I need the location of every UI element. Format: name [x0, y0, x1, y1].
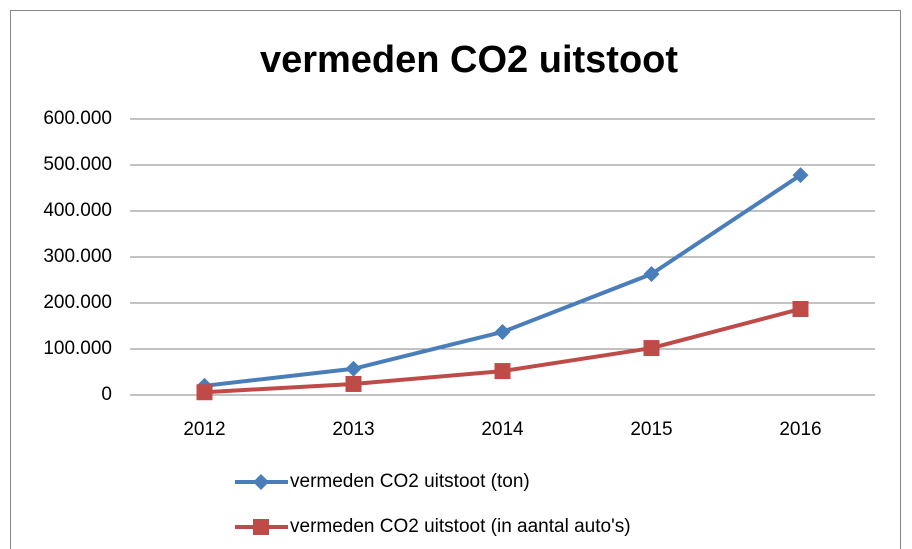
marker	[494, 323, 511, 340]
y-tick-label: 300.000	[43, 246, 112, 267]
x-tick-label: 2014	[481, 419, 524, 440]
marker	[643, 266, 660, 283]
x-tick-label: 2013	[332, 419, 374, 440]
legend-label: vermeden CO2 uitstoot (in aantal auto's)	[290, 516, 631, 537]
chart-frame	[10, 10, 901, 549]
y-tick-label: 100.000	[43, 338, 112, 359]
x-tick-label: 2015	[630, 419, 672, 440]
marker	[196, 384, 213, 401]
y-tick-label: 500.000	[43, 154, 112, 175]
y-tick-label: 400.000	[43, 200, 112, 221]
marker	[792, 300, 809, 317]
chart-title: vermeden CO2 uitstoot	[260, 39, 678, 81]
marker	[345, 360, 362, 377]
y-tick-label: 200.000	[43, 292, 112, 313]
legend-label: vermeden CO2 uitstoot (ton)	[290, 471, 530, 492]
legend-marker	[253, 519, 269, 535]
marker	[494, 363, 511, 380]
x-tick-label: 2012	[183, 419, 225, 440]
y-tick-label: 0	[101, 384, 112, 405]
marker	[345, 375, 362, 392]
legend-marker	[253, 474, 269, 490]
marker	[643, 340, 660, 357]
x-tick-label: 2016	[779, 419, 821, 440]
marker	[792, 167, 809, 184]
y-tick-label: 600.000	[43, 108, 112, 129]
